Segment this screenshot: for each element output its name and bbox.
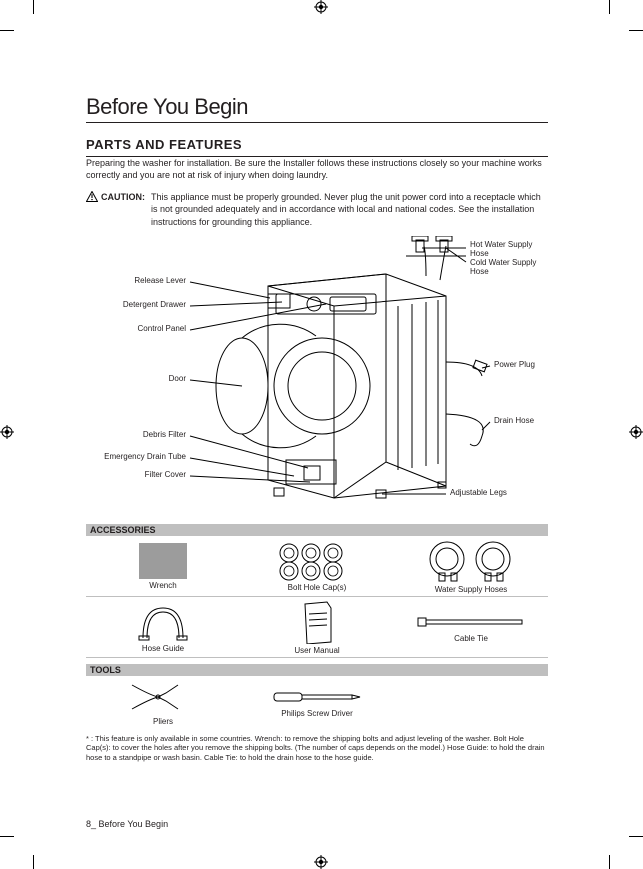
tools-header: TOOLS bbox=[86, 664, 548, 676]
caution-text: This appliance must be properly grounded… bbox=[151, 191, 548, 227]
crop-mark bbox=[33, 0, 34, 14]
accessories-header: ACCESSORIES bbox=[86, 524, 548, 536]
part-label: Hose Guide bbox=[142, 644, 184, 653]
registration-mark-icon bbox=[314, 855, 328, 869]
title-rule bbox=[86, 122, 548, 123]
registration-mark-icon bbox=[629, 425, 643, 439]
callout-filter-cover: Filter Cover bbox=[86, 470, 186, 479]
bolt-caps-icon bbox=[277, 541, 357, 581]
part-label: User Manual bbox=[294, 646, 339, 655]
crop-mark bbox=[609, 855, 610, 869]
pliers-icon bbox=[128, 679, 198, 715]
part-label: Wrench bbox=[149, 581, 176, 590]
caution-label: CAUTION: bbox=[86, 191, 145, 202]
section-heading: PARTS AND FEATURES bbox=[86, 137, 548, 152]
part-screwdriver: Philips Screw Driver bbox=[240, 687, 394, 718]
part-user-manual: User Manual bbox=[240, 600, 394, 655]
callout-hot-water: Hot Water Supply Hose bbox=[470, 240, 548, 258]
callout-detergent-drawer: Detergent Drawer bbox=[86, 300, 186, 309]
crop-mark bbox=[0, 30, 14, 31]
registration-mark-icon bbox=[0, 425, 14, 439]
callout-control-panel: Control Panel bbox=[86, 324, 186, 333]
callout-debris-filter: Debris Filter bbox=[86, 430, 186, 439]
callout-adjustable-legs: Adjustable Legs bbox=[450, 488, 507, 497]
callout-drain-hose: Drain Hose bbox=[494, 416, 534, 425]
crop-mark bbox=[0, 836, 14, 837]
part-bolt-caps: Bolt Hole Cap(s) bbox=[240, 541, 394, 592]
wrench-icon bbox=[139, 543, 187, 579]
callout-door: Door bbox=[86, 374, 186, 383]
part-label: Bolt Hole Cap(s) bbox=[288, 583, 347, 592]
callout-cold-water: Cold Water Supply Hose bbox=[470, 258, 548, 276]
callout-emergency-drain: Emergency Drain Tube bbox=[86, 452, 186, 461]
cable-tie-icon bbox=[416, 612, 526, 632]
caution-word: CAUTION: bbox=[101, 192, 145, 202]
part-label: Pliers bbox=[153, 717, 173, 726]
hose-guide-icon bbox=[133, 602, 193, 642]
page-title: Before You Begin bbox=[86, 94, 548, 120]
callout-power-plug: Power Plug bbox=[494, 360, 535, 369]
tools-row: Pliers Philips Screw Driver bbox=[86, 676, 548, 728]
part-label: Water Supply Hoses bbox=[435, 585, 508, 594]
intro-paragraph: Preparing the washer for installation. B… bbox=[86, 157, 548, 181]
part-cable-tie: Cable Tie bbox=[394, 612, 548, 643]
caution-block: CAUTION: This appliance must be properly… bbox=[86, 191, 548, 227]
part-water-hoses: Water Supply Hoses bbox=[394, 539, 548, 594]
part-label: Philips Screw Driver bbox=[281, 709, 353, 718]
callout-release-lever: Release Lever bbox=[86, 276, 186, 285]
page-number: 8_ Before You Begin bbox=[86, 819, 168, 829]
accessories-row-2: Hose Guide User Manual Cable Tie bbox=[86, 597, 548, 658]
crop-mark bbox=[629, 836, 643, 837]
part-hose-guide: Hose Guide bbox=[86, 602, 240, 653]
washer-diagram: Release Lever Detergent Drawer Control P… bbox=[86, 236, 548, 518]
part-pliers: Pliers bbox=[86, 679, 240, 726]
footnote: * : This feature is only available in so… bbox=[86, 734, 548, 763]
page-body: Before You Begin PARTS AND FEATURES Prep… bbox=[86, 94, 548, 763]
manual-icon bbox=[297, 600, 337, 644]
crop-mark bbox=[609, 0, 610, 14]
part-wrench: Wrench bbox=[86, 543, 240, 590]
registration-mark-icon bbox=[314, 0, 328, 14]
screwdriver-icon bbox=[272, 687, 362, 707]
crop-mark bbox=[629, 30, 643, 31]
water-hoses-icon bbox=[421, 539, 521, 583]
crop-mark bbox=[33, 855, 34, 869]
accessories-row-1: Wrench Bolt Hole Cap(s) bbox=[86, 536, 548, 597]
part-label: Cable Tie bbox=[454, 634, 488, 643]
warning-icon bbox=[86, 191, 98, 202]
